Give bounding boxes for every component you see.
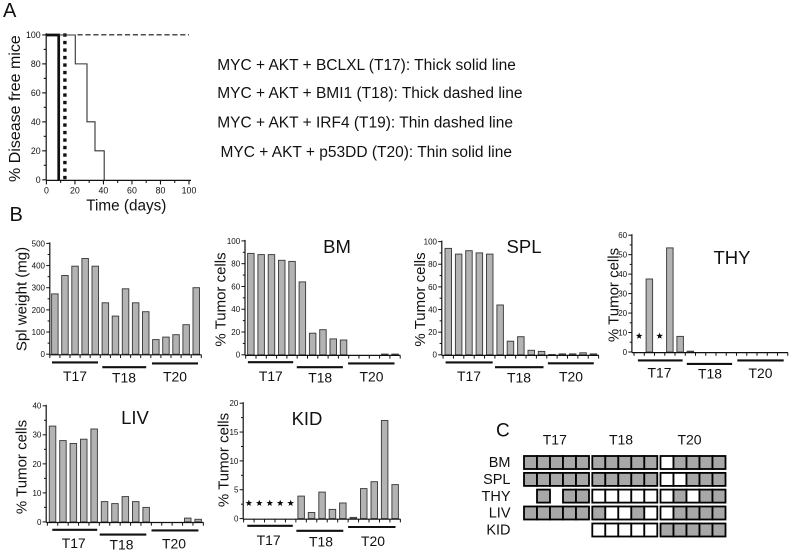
svg-text:BM: BM: [489, 455, 511, 471]
svg-text:T17: T17: [63, 368, 87, 384]
svg-text:40: 40: [618, 270, 627, 279]
svg-text:T20: T20: [360, 369, 384, 385]
svg-text:0: 0: [44, 185, 49, 195]
svg-text:40: 40: [32, 402, 41, 411]
svg-text:T17: T17: [62, 535, 86, 551]
svg-text:T17: T17: [543, 432, 567, 448]
svg-text:T17: T17: [457, 368, 481, 384]
svg-text:MYC + AKT + IRF4 (T19): Thin d: MYC + AKT + IRF4 (T19): Thin dashed line: [217, 114, 513, 131]
svg-text:% Tumor cells: % Tumor cells: [412, 252, 429, 346]
svg-text:0: 0: [433, 351, 438, 360]
svg-text:T20: T20: [749, 365, 773, 381]
svg-text:80: 80: [428, 260, 437, 269]
svg-text:20: 20: [618, 309, 627, 318]
svg-text:SPL: SPL: [483, 472, 510, 488]
svg-text:0: 0: [41, 350, 46, 359]
svg-text:Spl weight (mg): Spl weight (mg): [13, 247, 30, 351]
svg-text:20: 20: [32, 460, 41, 469]
svg-text:MYC + AKT + BCLXL (T17): Thick: MYC + AKT + BCLXL (T17): Thick solid lin…: [217, 57, 516, 74]
svg-text:T18: T18: [609, 432, 633, 448]
svg-text:T18: T18: [698, 365, 722, 381]
svg-text:T18: T18: [309, 534, 333, 550]
svg-text:60: 60: [428, 283, 437, 292]
svg-text:5: 5: [234, 486, 239, 495]
svg-text:KID: KID: [486, 523, 510, 539]
svg-text:T20: T20: [162, 536, 186, 551]
svg-text:30: 30: [618, 290, 627, 299]
svg-text:% Tumor cells: % Tumor cells: [14, 420, 31, 514]
svg-text:10: 10: [32, 489, 41, 498]
svg-text:MYC + AKT + p53DD (T20): Thin: MYC + AKT + p53DD (T20): Thin solid line: [221, 144, 512, 161]
svg-text:LIV: LIV: [489, 506, 511, 522]
svg-text:T20: T20: [163, 369, 187, 385]
svg-text:C: C: [496, 421, 510, 442]
svg-text:% Tumor cells: % Tumor cells: [213, 252, 230, 346]
svg-text:80: 80: [156, 185, 166, 195]
svg-text:40: 40: [231, 305, 240, 314]
svg-text:A: A: [3, 0, 17, 22]
svg-text:100: 100: [227, 237, 241, 246]
svg-text:T20: T20: [361, 533, 385, 549]
svg-text:20: 20: [31, 146, 41, 156]
svg-text:20: 20: [428, 328, 437, 337]
svg-text:40: 40: [31, 117, 41, 127]
svg-text:100: 100: [182, 185, 197, 195]
svg-text:40: 40: [99, 185, 109, 195]
svg-text:SPL: SPL: [507, 236, 542, 257]
svg-text:0: 0: [623, 348, 628, 357]
svg-text:T17: T17: [648, 364, 672, 380]
svg-text:40: 40: [428, 305, 437, 314]
svg-text:20: 20: [70, 185, 80, 195]
svg-text:60: 60: [618, 231, 627, 240]
svg-text:% Tumor cells: % Tumor cells: [606, 248, 623, 342]
svg-text:60: 60: [231, 282, 240, 291]
svg-text:400: 400: [32, 261, 46, 270]
svg-text:LIV: LIV: [121, 407, 149, 428]
svg-text:T17: T17: [257, 532, 281, 548]
svg-text:10: 10: [618, 328, 627, 337]
svg-text:Time (days): Time (days): [86, 198, 166, 215]
svg-text:20: 20: [231, 328, 240, 337]
svg-text:T20: T20: [677, 432, 701, 448]
svg-text:100: 100: [26, 30, 41, 40]
svg-text:50: 50: [618, 251, 627, 260]
svg-text:THY: THY: [714, 247, 751, 268]
svg-text:60: 60: [127, 185, 137, 195]
svg-text:MYC + AKT + BMI1 (T18): Thick: MYC + AKT + BMI1 (T18): Thick dashed lin…: [217, 85, 522, 102]
svg-text:100: 100: [32, 328, 46, 337]
svg-text:T20: T20: [559, 369, 583, 385]
svg-text:BM: BM: [323, 236, 351, 257]
svg-text:0: 0: [236, 351, 241, 360]
svg-text:T18: T18: [112, 370, 136, 386]
svg-text:0: 0: [234, 515, 239, 524]
svg-text:15: 15: [229, 428, 238, 437]
svg-text:0: 0: [37, 518, 42, 527]
svg-text:B: B: [10, 204, 23, 226]
svg-text:300: 300: [32, 284, 46, 293]
svg-text:30: 30: [32, 431, 41, 440]
svg-text:0: 0: [36, 175, 41, 185]
svg-text:T18: T18: [308, 370, 332, 386]
svg-text:80: 80: [31, 59, 41, 69]
svg-text:T18: T18: [110, 537, 134, 551]
svg-text:100: 100: [424, 238, 438, 247]
svg-text:80: 80: [231, 260, 240, 269]
svg-text:T17: T17: [259, 368, 283, 384]
svg-text:KID: KID: [292, 408, 323, 429]
svg-text:T18: T18: [507, 370, 531, 386]
svg-text:% Disease free mice: % Disease free mice: [7, 35, 24, 182]
svg-text:60: 60: [31, 88, 41, 98]
svg-text:10: 10: [229, 457, 238, 466]
svg-text:20: 20: [229, 399, 238, 408]
svg-text:THY: THY: [482, 489, 511, 505]
svg-text:500: 500: [32, 239, 46, 248]
svg-text:% Tumor cells: % Tumor cells: [216, 413, 233, 507]
svg-text:200: 200: [32, 306, 46, 315]
